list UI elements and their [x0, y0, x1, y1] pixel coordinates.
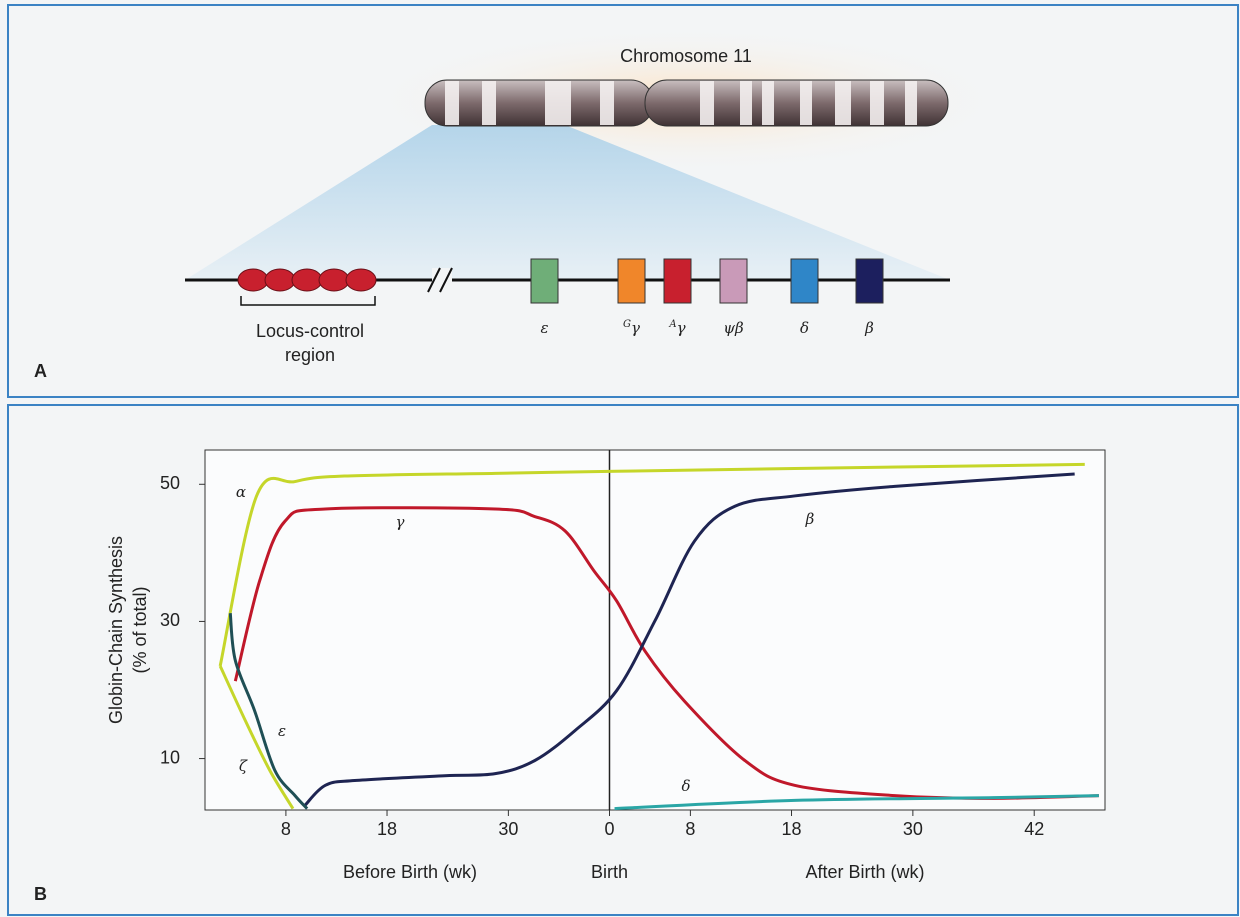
- x-tick-label: 18: [782, 819, 802, 839]
- series-line: [228, 613, 309, 810]
- series-line: [218, 462, 1085, 667]
- x-axis-label: After Birth (wk): [805, 862, 924, 882]
- series-label: α: [236, 483, 246, 501]
- chromosome-arm: [424, 79, 654, 127]
- y-tick-label: 50: [160, 473, 180, 493]
- chromosome-band: [600, 81, 614, 125]
- x-tick-label: 30: [498, 819, 518, 839]
- gene-box: [530, 258, 559, 304]
- break-mark: [427, 267, 453, 293]
- gene-box: [719, 258, 748, 304]
- chromosome-title: Chromosome 11: [620, 46, 752, 66]
- chromosome-band: [700, 81, 714, 125]
- x-axis-label: Before Birth (wk): [343, 862, 477, 882]
- series-line: [233, 506, 1099, 800]
- gene-box: [617, 258, 646, 304]
- lcr-label: region: [285, 345, 335, 365]
- chromosome-band: [740, 81, 752, 125]
- y-tick-label: 10: [160, 747, 180, 767]
- y-axis-label: Globin-Chain Synthesis: [106, 536, 126, 724]
- series-label: β: [805, 510, 815, 528]
- gene-symbol: ψβ: [723, 319, 744, 337]
- chromosome-band: [905, 81, 917, 125]
- y-axis-label: (% of total): [130, 586, 150, 673]
- chromosome-band: [545, 81, 571, 125]
- gene-box: [663, 258, 692, 304]
- panel-label: A: [34, 361, 47, 381]
- lcr-element: [264, 268, 296, 292]
- lcr-element: [237, 268, 269, 292]
- x-tick-label: 0: [604, 819, 614, 839]
- series-line: [614, 794, 1099, 811]
- x-tick-label: 30: [903, 819, 923, 839]
- gene-label: δ: [800, 319, 809, 337]
- chromosome-arm: [644, 79, 949, 127]
- x-tick-label: 18: [377, 819, 397, 839]
- chromosome-band: [870, 81, 884, 125]
- lcr-element: [318, 268, 350, 292]
- gene-label: ψβ: [723, 319, 744, 337]
- series-label: ε: [278, 722, 286, 740]
- gene-label: Gγ: [623, 319, 640, 338]
- series-label: δ: [681, 777, 690, 795]
- x-tick-label: 42: [1024, 819, 1044, 839]
- panel-label: B: [34, 884, 47, 904]
- series-line: [218, 665, 295, 810]
- series-line: [304, 472, 1075, 807]
- gene-symbol: ε: [540, 319, 548, 337]
- gene-prefix: G: [623, 319, 631, 330]
- lcr-bracket: [240, 296, 376, 306]
- gene-label: ε: [540, 319, 548, 337]
- panel-b-frame: [7, 404, 1239, 916]
- chromosome-band: [445, 81, 459, 125]
- gene-symbol: γ: [631, 319, 640, 337]
- chromosome: [424, 79, 949, 127]
- plot-area: [204, 449, 1106, 811]
- lcr-element: [345, 268, 377, 292]
- chromosome-band: [800, 81, 812, 125]
- zoom-cone: [185, 125, 950, 280]
- gene-box: [855, 258, 884, 304]
- lcr-element: [291, 268, 323, 292]
- gene-label: Aγ: [668, 319, 685, 338]
- lcr-label: Locus-control: [256, 321, 364, 341]
- chromosome-band: [835, 81, 851, 125]
- x-axis-label: Birth: [591, 862, 628, 882]
- gene-box: [790, 258, 819, 304]
- gene-symbol: β: [864, 319, 874, 337]
- y-tick-label: 30: [160, 610, 180, 630]
- gene-label: β: [864, 319, 874, 337]
- gene-symbol: γ: [677, 319, 686, 337]
- chromosome-band: [762, 81, 774, 125]
- series-label: γ: [396, 513, 405, 531]
- series-label: ζ: [239, 757, 248, 775]
- gene-prefix: A: [668, 319, 676, 330]
- chromosome-band: [482, 81, 496, 125]
- x-tick-label: 8: [685, 819, 695, 839]
- panel-a-frame: [7, 4, 1239, 398]
- gene-symbol: δ: [800, 319, 809, 337]
- x-tick-label: 8: [281, 819, 291, 839]
